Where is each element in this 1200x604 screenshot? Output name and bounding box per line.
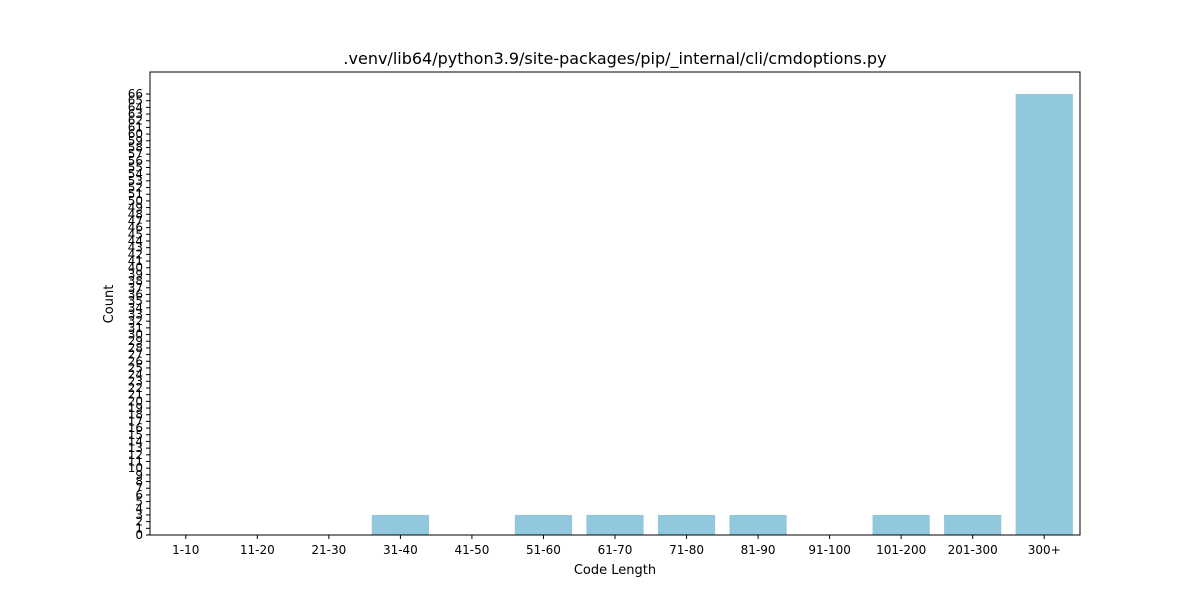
y-tick-label: 55 [128, 161, 143, 175]
y-tick-label: 18 [128, 408, 143, 422]
y-tick-label: 15 [128, 428, 143, 442]
y-tick-label: 47 [128, 214, 143, 228]
y-tick-label: 4 [135, 501, 143, 515]
y-tick-label: 32 [128, 314, 143, 328]
x-tick-label: 81-90 [741, 543, 776, 557]
y-tick-label: 59 [128, 134, 143, 148]
x-tick-label: 11-20 [240, 543, 275, 557]
y-tick-label: 40 [128, 261, 143, 275]
x-tick-label: 41-50 [454, 543, 489, 557]
bar-51-60 [514, 514, 573, 535]
y-tick-label: 42 [128, 247, 143, 261]
bar-31-40 [371, 514, 429, 535]
y-tick-label: 56 [128, 154, 143, 168]
x-tick-label: 101-200 [876, 543, 926, 557]
plot-area-frame [149, 71, 1081, 536]
y-tick-label: 52 [128, 181, 143, 195]
y-tick-label: 5 [135, 495, 143, 509]
y-tick-label: 61 [128, 120, 143, 134]
y-tick-label: 17 [128, 414, 143, 428]
y-tick-label: 31 [128, 321, 143, 335]
y-tick-label: 3 [135, 508, 143, 522]
y-tick-label: 41 [128, 254, 143, 268]
y-tick-label: 34 [128, 301, 143, 315]
x-tick-label: 21-30 [311, 543, 346, 557]
y-tick-label: 57 [128, 147, 143, 161]
y-tick-label: 7 [135, 481, 143, 495]
y-tick-label: 6 [135, 488, 143, 502]
y-tick-label: 21 [128, 388, 143, 402]
y-tick-label: 27 [128, 348, 143, 362]
y-tick-label: 26 [128, 354, 143, 368]
y-tick-label: 2 [135, 515, 143, 529]
y-tick-label: 25 [128, 361, 143, 375]
y-tick-label: 0 [135, 528, 143, 542]
y-tick-label: 62 [128, 114, 143, 128]
x-axis-label: Code Length [574, 563, 656, 578]
y-tick-label: 60 [128, 127, 143, 141]
y-tick-label: 12 [128, 448, 143, 462]
y-tick-label: 49 [128, 201, 143, 215]
y-axis-label: Count [102, 285, 117, 324]
bar-61-70 [586, 514, 644, 535]
y-tick-label: 19 [128, 401, 143, 415]
y-tick-label: 54 [128, 167, 143, 181]
y-tick-label: 22 [128, 381, 143, 395]
y-tick-label: 24 [128, 368, 143, 382]
x-tick-label: 71-80 [669, 543, 704, 557]
bar-300+ [1015, 94, 1073, 535]
bar-81-90 [729, 514, 787, 535]
y-tick-label: 44 [128, 234, 143, 248]
y-tick-label: 46 [128, 221, 143, 235]
y-tick-label: 20 [128, 394, 143, 408]
x-tick-label: 31-40 [383, 543, 418, 557]
y-tick-label: 9 [135, 468, 143, 482]
y-tick-label: 10 [128, 461, 143, 475]
y-tick-label: 30 [128, 328, 143, 342]
y-tick-label: 48 [128, 207, 143, 221]
y-tick-label: 38 [128, 274, 143, 288]
y-tick-label: 66 [128, 87, 143, 101]
x-axis-ticks: 1-10 11-20 21-30 31-40 41-50 51-60 61-70 71-80 8… [172, 535, 1061, 557]
x-tick-label: 300+ [1028, 543, 1061, 557]
y-axis-ticks: 0123456789101112131415161718192021222324… [128, 87, 150, 542]
y-tick-label: 36 [128, 287, 143, 301]
y-tick-label: 43 [128, 241, 143, 255]
y-tick-label: 8 [135, 475, 143, 489]
y-tick-label: 51 [128, 187, 143, 201]
bar-201-300 [944, 514, 1002, 535]
y-tick-label: 45 [128, 227, 143, 241]
y-tick-label: 50 [128, 194, 143, 208]
y-tick-label: 37 [128, 281, 143, 295]
x-tick-label: 61-70 [598, 543, 633, 557]
y-tick-label: 23 [128, 374, 143, 388]
y-tick-label: 64 [128, 100, 143, 114]
y-tick-label: 16 [128, 421, 143, 435]
chart-title: .venv/lib64/python3.9/site-packages/pip/… [343, 49, 886, 69]
y-tick-label: 63 [128, 107, 143, 121]
y-tick-label: 33 [128, 308, 143, 322]
bar-101-200 [872, 514, 930, 535]
x-tick-label: 91-100 [808, 543, 851, 557]
y-tick-label: 29 [128, 334, 143, 348]
y-tick-label: 1 [135, 521, 143, 535]
y-tick-label: 35 [128, 294, 143, 308]
y-tick-label: 53 [128, 174, 143, 188]
y-tick-label: 13 [128, 441, 143, 455]
y-tick-label: 65 [128, 94, 143, 108]
x-tick-label: 201-300 [948, 543, 998, 557]
y-tick-label: 28 [128, 341, 143, 355]
x-tick-label: 1-10 [172, 543, 199, 557]
x-tick-label: 51-60 [526, 543, 561, 557]
y-tick-label: 58 [128, 140, 143, 154]
y-tick-label: 14 [128, 434, 143, 448]
y-tick-label: 11 [128, 455, 143, 469]
bar-71-80 [657, 514, 716, 535]
y-tick-label: 39 [128, 267, 143, 281]
bars-group [371, 94, 1073, 535]
